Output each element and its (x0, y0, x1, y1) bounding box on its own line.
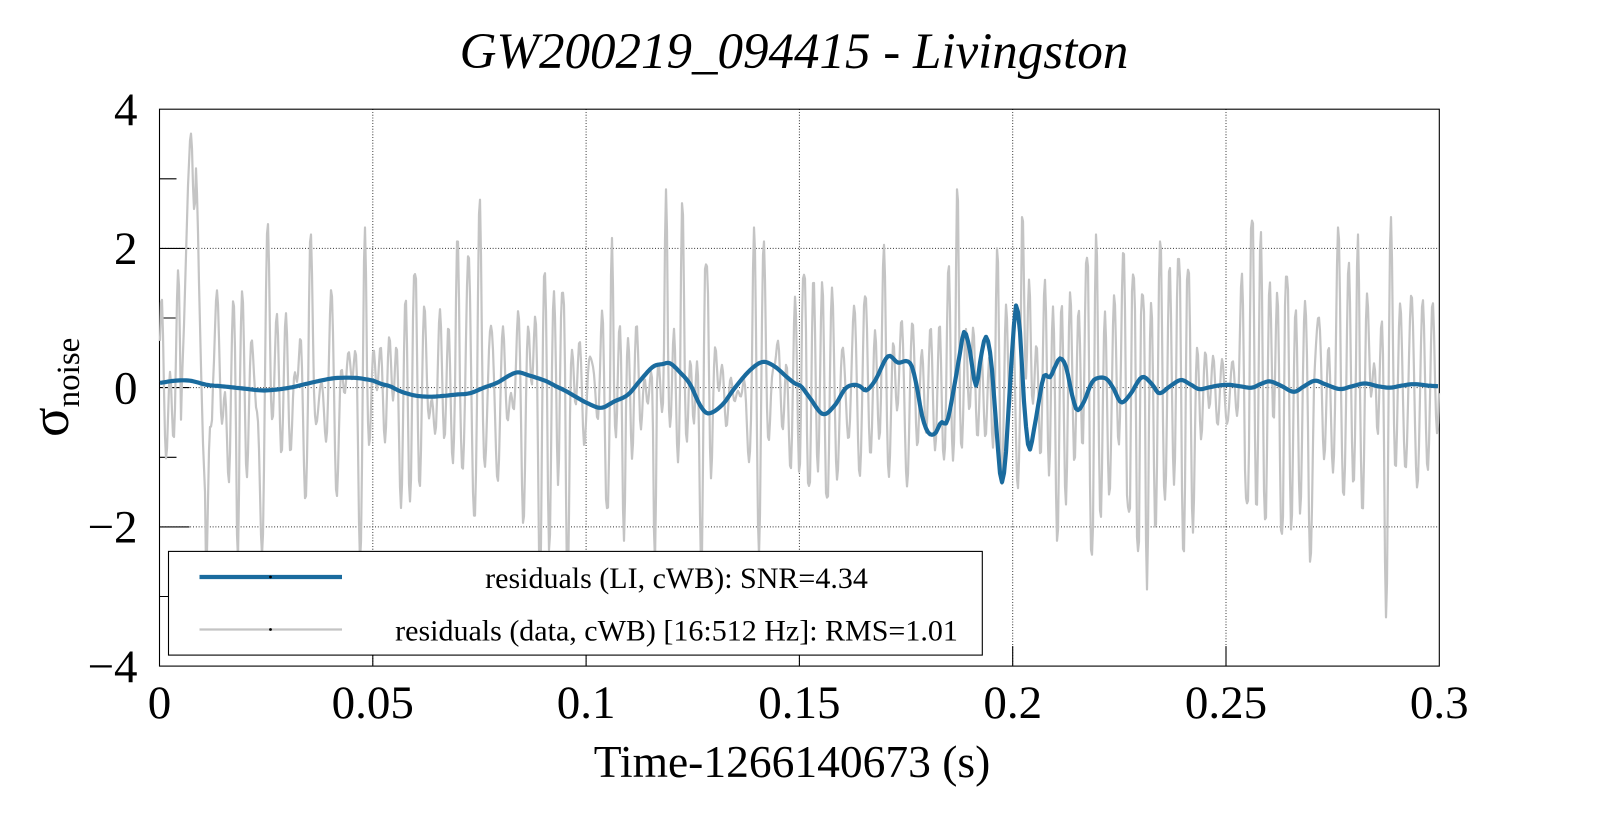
svg-text:−4: −4 (87, 641, 137, 693)
svg-text:−2: −2 (87, 502, 137, 554)
svg-text:0: 0 (148, 677, 172, 729)
svg-text:0.3: 0.3 (1410, 677, 1469, 729)
svg-text:0: 0 (114, 362, 138, 414)
svg-text:0.1: 0.1 (557, 677, 616, 729)
svg-text:0.2: 0.2 (983, 677, 1042, 729)
svg-text:residuals (data, cWB) [16:512: residuals (data, cWB) [16:512 Hz]: RMS=1… (395, 615, 958, 648)
svg-text:GW200219_094415 - Livingston: GW200219_094415 - Livingston (460, 24, 1129, 80)
svg-text:σnoise: σnoise (19, 338, 87, 437)
svg-text:0.05: 0.05 (332, 677, 414, 729)
svg-text:0.15: 0.15 (758, 677, 840, 729)
svg-text:residuals (LI, cWB): SNR=4.34: residuals (LI, cWB): SNR=4.34 (485, 562, 868, 595)
svg-text:4: 4 (114, 84, 138, 136)
svg-text:0.25: 0.25 (1185, 677, 1267, 729)
svg-text:Time-1266140673 (s): Time-1266140673 (s) (594, 736, 990, 787)
svg-text:2: 2 (114, 223, 138, 275)
